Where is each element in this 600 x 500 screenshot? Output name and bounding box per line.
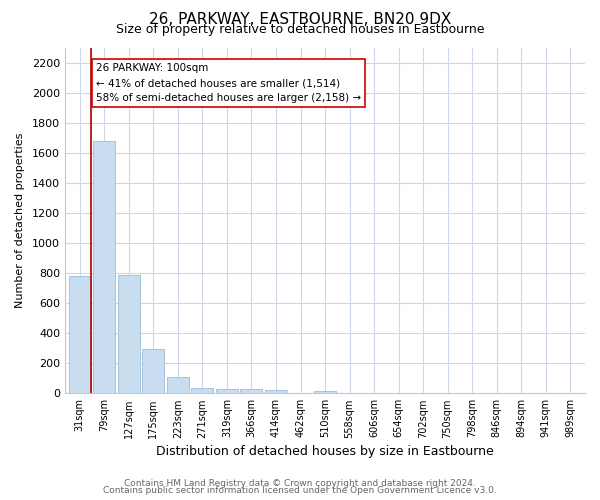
Bar <box>69 276 91 394</box>
Text: Contains HM Land Registry data © Crown copyright and database right 2024.: Contains HM Land Registry data © Crown c… <box>124 478 476 488</box>
Text: Size of property relative to detached houses in Eastbourne: Size of property relative to detached ho… <box>116 24 484 36</box>
Text: Contains public sector information licensed under the Open Government Licence v3: Contains public sector information licen… <box>103 486 497 495</box>
Bar <box>118 274 140 394</box>
Bar <box>191 388 214 394</box>
Y-axis label: Number of detached properties: Number of detached properties <box>15 132 25 308</box>
Bar <box>265 390 287 394</box>
Bar <box>216 389 238 394</box>
Text: 26 PARKWAY: 100sqm
← 41% of detached houses are smaller (1,514)
58% of semi-deta: 26 PARKWAY: 100sqm ← 41% of detached hou… <box>96 64 361 103</box>
Bar <box>241 389 262 394</box>
Bar <box>93 140 115 394</box>
X-axis label: Distribution of detached houses by size in Eastbourne: Distribution of detached houses by size … <box>156 444 494 458</box>
Bar <box>142 349 164 394</box>
Bar <box>167 377 189 394</box>
Bar <box>314 390 336 394</box>
Text: 26, PARKWAY, EASTBOURNE, BN20 9DX: 26, PARKWAY, EASTBOURNE, BN20 9DX <box>149 12 451 26</box>
